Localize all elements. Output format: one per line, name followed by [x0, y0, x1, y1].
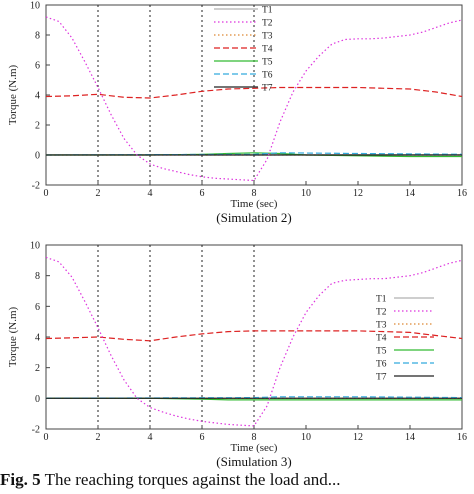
x-tick-label: 6: [200, 432, 205, 443]
x-tick-label: 2: [96, 432, 101, 443]
chart-panel-3: 0 2 4 6 8 10 12 14 16 -2 0 2 4 6 8 10 Time (sec) Torque (…: [7, 241, 467, 470]
series-line-t4: [45, 86, 463, 99]
y-tick-label: -2: [32, 181, 40, 192]
x-tick-label: 12: [353, 432, 363, 443]
y-tick-label: 8: [35, 271, 40, 282]
figure-label: Fig. 5: [0, 470, 41, 489]
y-tick-label: 10: [30, 1, 40, 12]
legend-label-t1: T1: [376, 295, 387, 305]
x-tick-label: 10: [301, 188, 311, 199]
legend-label-t5: T5: [262, 58, 273, 68]
x-tick-label: 6: [200, 188, 205, 199]
chart-panel-2: 0 2 4 6 8 10 12 14 16 -2 0 2 4 6 8 10 Time (sec) Torque (…: [7, 1, 467, 226]
simulation-subtitle: (Simulation 3): [216, 454, 291, 469]
y-tick-label: 0: [35, 151, 40, 162]
simulation-subtitle: (Simulation 2): [216, 210, 291, 225]
legend-label-t7: T7: [376, 373, 387, 383]
x-tick-label: 14: [405, 188, 415, 199]
x-tick-label: 16: [457, 432, 467, 443]
y-tick-label: 2: [35, 363, 40, 374]
legend-label-t2: T2: [376, 308, 387, 318]
caption-text: The reaching torques against the load an…: [44, 470, 341, 489]
legend-label-t7: T7: [262, 84, 273, 94]
y-axis-label: Torque (N.m): [7, 65, 19, 126]
y-axis-label: Torque (N.m): [7, 307, 19, 368]
y-tick-label: 4: [35, 91, 40, 102]
y-tick-label: 6: [35, 302, 40, 313]
x-tick-label: 0: [44, 432, 49, 443]
legend-label-t4: T4: [376, 334, 387, 344]
x-tick-label: 14: [405, 432, 415, 443]
x-tick-label: 8: [252, 432, 257, 443]
y-tick-label: 0: [35, 394, 40, 405]
legend-label-t2: T2: [262, 19, 273, 29]
x-tick-label: 0: [44, 188, 49, 199]
x-tick-label: 8: [252, 188, 257, 199]
y-tick-label: 8: [35, 31, 40, 42]
y-tick-label: 10: [30, 241, 40, 252]
x-tick-label: 12: [353, 188, 363, 199]
y-tick-label: 4: [35, 333, 40, 344]
x-axis-label: Time (sec): [231, 198, 278, 210]
legend-label-t1: T1: [262, 6, 273, 16]
legend: T1 T2 T3 T4 T5 T6 T7: [376, 295, 434, 383]
x-tick-label: 2: [96, 188, 101, 199]
legend-label-t6: T6: [262, 71, 273, 81]
x-axis-label: Time (sec): [231, 442, 278, 454]
series-line-t4: [45, 330, 463, 342]
y-tick-label: 2: [35, 121, 40, 132]
legend-label-t3: T3: [376, 321, 387, 331]
legend-label-t5: T5: [376, 347, 387, 357]
figure-caption: Fig. 5 The reaching torques against the …: [0, 470, 474, 494]
x-tick-label: 10: [301, 432, 311, 443]
legend-label-t3: T3: [262, 32, 273, 42]
y-tick-label: 6: [35, 61, 40, 72]
x-tick-label: 4: [148, 188, 153, 199]
x-tick-label: 4: [148, 432, 153, 443]
legend-label-t6: T6: [376, 360, 387, 370]
x-tick-label: 16: [457, 188, 467, 199]
legend-label-t4: T4: [262, 45, 273, 55]
y-tick-label: -2: [32, 425, 40, 436]
legend: T1 T2 T3 T4 T5 T6 T7: [214, 6, 273, 94]
